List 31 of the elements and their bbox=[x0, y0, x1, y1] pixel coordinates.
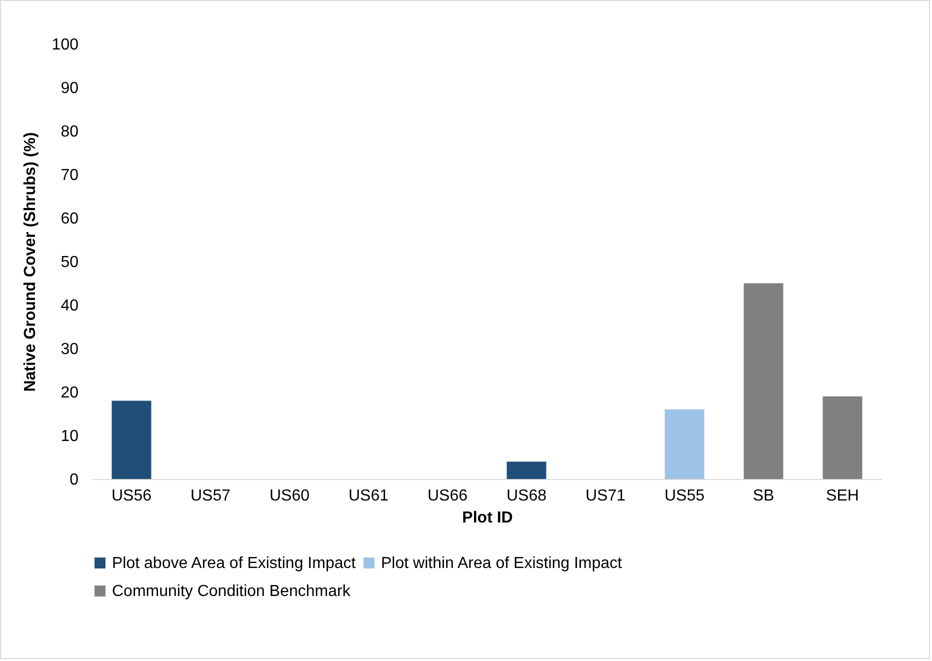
y-tick-label: 20 bbox=[60, 384, 79, 402]
y-tick-label: 100 bbox=[52, 36, 79, 54]
y-tick-label: 70 bbox=[60, 167, 79, 184]
bar bbox=[822, 396, 862, 479]
bar bbox=[112, 400, 152, 479]
y-tick-label: 10 bbox=[60, 428, 79, 445]
y-tick-label: 90 bbox=[60, 80, 79, 97]
y-axis-title: Native Ground Cover (Shrubs) (%) bbox=[22, 132, 39, 392]
x-tick-label: US60 bbox=[269, 488, 310, 504]
x-tick-label: US68 bbox=[506, 488, 547, 504]
legend-label: Plot within Area of Existing Impact bbox=[381, 555, 623, 572]
x-tick-label: US55 bbox=[664, 488, 705, 504]
bar bbox=[506, 462, 546, 479]
y-tick-label: 40 bbox=[60, 298, 79, 314]
y-tick-label: 50 bbox=[60, 254, 79, 271]
x-tick-label: SEH bbox=[826, 488, 859, 504]
x-tick-label: US71 bbox=[585, 488, 626, 504]
x-tick-label: US61 bbox=[348, 488, 389, 504]
bar bbox=[744, 283, 784, 479]
bar bbox=[664, 409, 704, 479]
x-tick-label: US56 bbox=[111, 488, 152, 504]
y-tick-label: 80 bbox=[60, 124, 79, 140]
y-tick-label: 30 bbox=[60, 341, 79, 358]
legend-label: Community Condition Benchmark bbox=[112, 583, 352, 600]
x-tick-label: SB bbox=[752, 488, 774, 504]
y-tick-label: 60 bbox=[60, 210, 79, 228]
x-tick-label: US57 bbox=[190, 488, 231, 504]
legend-label: Plot above Area of Existing Impact bbox=[112, 555, 356, 572]
y-tick-label: 0 bbox=[70, 472, 79, 488]
x-axis-title: Plot ID bbox=[462, 510, 513, 526]
x-tick-label: US66 bbox=[427, 488, 468, 504]
